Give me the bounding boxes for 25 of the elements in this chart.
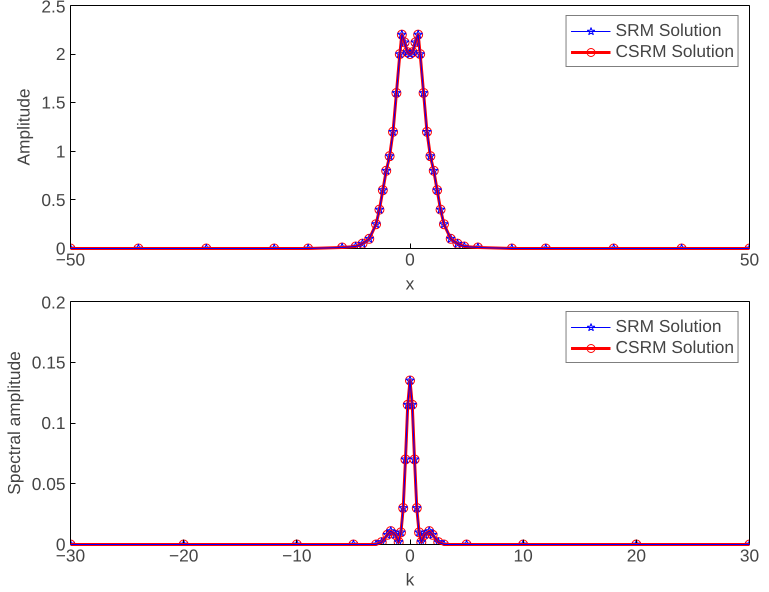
y-tick-label: 2.5 <box>41 0 66 16</box>
x-tick-label: 20 <box>626 546 646 566</box>
x-tick-label: 30 <box>740 546 760 566</box>
x-tick-label: 10 <box>514 546 533 566</box>
legend-label: CSRM Solution <box>616 337 734 358</box>
y-axis-title: Spectral amplitude <box>4 351 24 495</box>
y-tick-label: 1.5 <box>41 92 66 113</box>
y-axis-title: Amplitude <box>13 88 34 166</box>
y-tick-label: 0.5 <box>41 190 66 210</box>
x-tick-label: −10 <box>282 546 312 566</box>
legend-label: SRM Solution <box>616 316 722 337</box>
legend-label: CSRM Solution <box>616 41 734 62</box>
y-tick-label: 0.15 <box>32 352 66 372</box>
x-tick-label: 50 <box>740 250 760 270</box>
y-tick-label: 0.05 <box>32 474 66 494</box>
x-tick-label: −20 <box>168 546 198 566</box>
x-tick-label: 0 <box>405 250 415 270</box>
y-tick-label: 0.1 <box>41 413 66 433</box>
y-tick-label: 2 <box>56 44 66 64</box>
legend-label: SRM Solution <box>616 20 722 41</box>
x-tick-label: 0 <box>405 546 415 566</box>
y-tick-label: 0.2 <box>41 292 66 312</box>
x-axis-title: x <box>406 274 415 294</box>
x-axis-title: k <box>406 570 415 590</box>
y-tick-label: 1 <box>56 141 66 162</box>
